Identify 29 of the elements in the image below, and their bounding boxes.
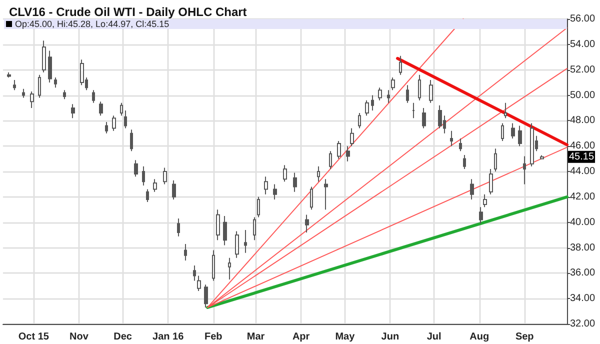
x-tick-label: Aug [470, 332, 490, 342]
x-tick-label: Jan 16 [152, 332, 184, 342]
y-tick-label: 50.00 [570, 90, 596, 101]
y-tick-label: 32.00 [570, 318, 596, 330]
y-tick-label: 40.00 [570, 216, 596, 228]
y-tick-label: 34.00 [570, 293, 596, 304]
x-tick-label: Dec [114, 332, 132, 342]
x-tick-label: Jun [381, 332, 400, 342]
info-strip: Op:45.00, Hi:45.28, Lo:44.97, Cl:45.15 [4, 19, 567, 29]
x-tick-label: Oct 15 [18, 332, 50, 342]
x-tick-label: Jul [426, 332, 442, 342]
y-tick-label: 56.00 [570, 14, 596, 24]
y-tick-label: 44.00 [570, 166, 596, 177]
y-tick-label: 38.00 [570, 242, 596, 254]
x-tick-label: Apr [292, 332, 310, 342]
y-tick-label: 52.00 [570, 64, 596, 76]
y-tick-label: 36.00 [570, 268, 596, 279]
y-tick-label: 42.00 [570, 191, 596, 202]
x-tick-label: Feb [204, 332, 222, 342]
x-tick-label: Nov [70, 332, 89, 342]
y-tick-label: 46.00 [570, 140, 596, 152]
x-tick-label: May [335, 332, 356, 342]
x-tick-label: Sep [515, 332, 534, 342]
annotation: 45.15 [569, 151, 594, 162]
annotation: Op:45.00, Hi:45.28, Lo:44.97, Cl:45.15 [15, 19, 170, 29]
chart-title: CLV16 - Crude Oil WTI - Daily OHLC Chart [9, 5, 247, 19]
y-tick-label: 48.00 [570, 115, 596, 126]
x-tick-label: Mar [246, 332, 265, 342]
y-tick-label: 54.00 [570, 38, 596, 50]
